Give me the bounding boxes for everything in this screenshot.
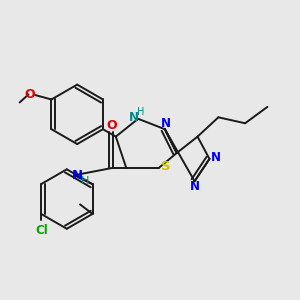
Text: N: N <box>161 117 171 130</box>
Text: O: O <box>106 119 117 132</box>
Text: N: N <box>72 169 83 182</box>
Text: Cl: Cl <box>35 224 48 237</box>
Text: S: S <box>160 160 170 173</box>
Text: N: N <box>129 111 139 124</box>
Text: N: N <box>190 180 200 193</box>
Text: H: H <box>137 107 144 117</box>
Text: N: N <box>211 151 221 164</box>
Text: H: H <box>80 176 89 186</box>
Text: O: O <box>24 88 35 101</box>
